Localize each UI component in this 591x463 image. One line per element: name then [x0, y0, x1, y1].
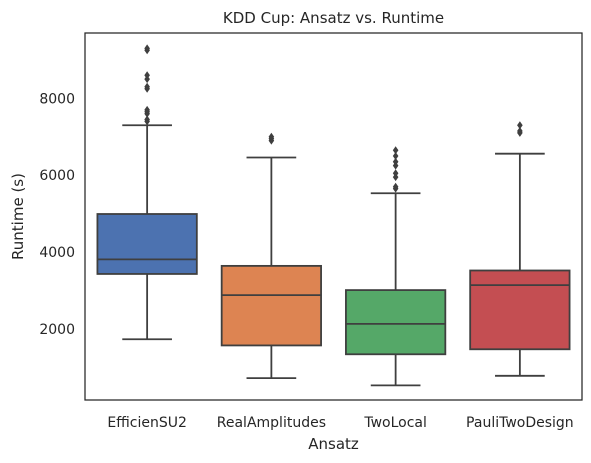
outlier-point	[392, 169, 399, 178]
x-tick-label: RealAmplitudes	[217, 415, 326, 431]
box-group-0	[96, 44, 198, 341]
box	[345, 289, 447, 356]
outlier-point	[144, 44, 150, 53]
box-group-2	[345, 146, 447, 387]
x-axis: EfficienSU2 RealAmplitudes TwoLocal PauliTw…	[107, 415, 573, 431]
outlier-point	[392, 151, 399, 160]
outlier-point	[144, 105, 150, 114]
y-tick-label: 2000	[39, 322, 75, 338]
outlier-point	[144, 82, 150, 91]
box-group-1	[220, 132, 322, 379]
outlier-point	[268, 132, 275, 141]
box	[220, 264, 322, 347]
x-tick-label: EfficienSU2	[107, 415, 187, 431]
plot-area	[96, 44, 571, 387]
plot-frame	[84, 32, 583, 401]
y-tick-label: 8000	[39, 91, 75, 107]
outlier-point	[144, 115, 150, 124]
outlier-point	[392, 182, 399, 191]
outlier-point	[517, 126, 523, 135]
box	[469, 269, 571, 351]
y-axis-label: Runtime (s)	[9, 173, 27, 260]
y-tick-label: 6000	[39, 168, 75, 184]
x-tick-label: TwoLocal	[363, 415, 427, 431]
box	[96, 213, 198, 275]
x-tick-label: PauliTwoDesign	[466, 415, 574, 431]
box-group-3	[469, 121, 571, 377]
outlier-point	[144, 71, 150, 80]
chart-title: KDD Cup: Ansatz vs. Runtime	[223, 9, 444, 27]
outlier-point	[392, 157, 399, 166]
y-axis: 2000 4000 6000 8000	[39, 91, 75, 338]
x-axis-label: Ansatz	[308, 435, 359, 453]
outlier-point	[517, 121, 523, 130]
y-tick-label: 4000	[39, 245, 75, 261]
outlier-point	[392, 146, 399, 155]
